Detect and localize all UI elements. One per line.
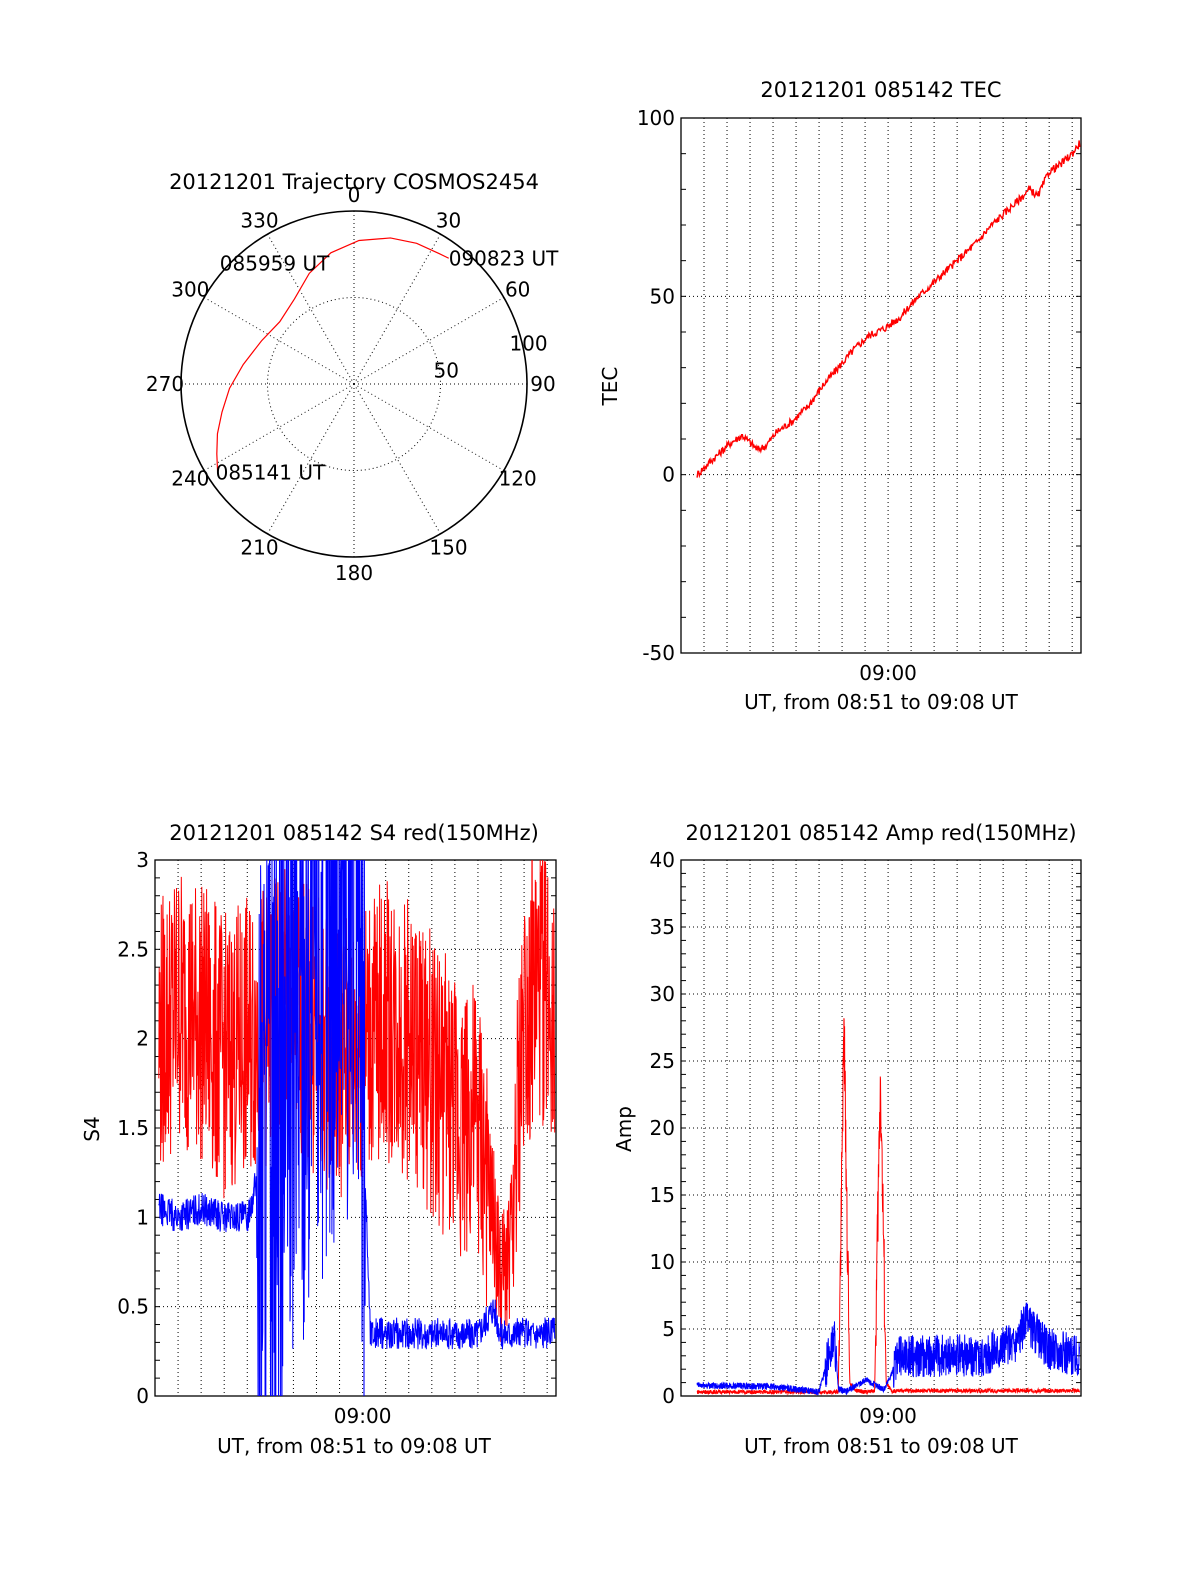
polar-spoke <box>203 383 355 471</box>
trajectory-time-label: 090823 UT <box>449 246 559 270</box>
y-tick-label: 50 <box>650 284 675 308</box>
series-line-red <box>696 1018 1081 1396</box>
tec-marks <box>696 140 1081 479</box>
azimuth-tick-label: 0 <box>348 183 361 207</box>
y-tick-label: 15 <box>650 1183 675 1207</box>
y-tick-label: 2.5 <box>117 937 149 961</box>
trajectory-time-label: 085141 UT <box>216 461 326 485</box>
azimuth-tick-label: 150 <box>429 536 467 560</box>
y-tick-label: 1.5 <box>117 1116 149 1140</box>
azimuth-tick-label: 300 <box>171 278 209 302</box>
azimuth-tick-label: 120 <box>499 467 537 491</box>
azimuth-tick-label: 330 <box>240 208 278 232</box>
azimuth-tick-label: 240 <box>171 467 209 491</box>
amp-x-axis-label: UT, from 08:51 to 09:08 UT <box>744 1434 1019 1458</box>
polar-marks: 085141 UT 085959 UT 090823 UT <box>216 237 559 485</box>
plot-frame <box>154 859 557 1397</box>
tec-x-axis-label: UT, from 08:51 to 09:08 UT <box>744 690 1019 714</box>
s4-marks <box>158 860 556 1396</box>
amp-title: 20121201 085142 Amp red(150MHz) <box>685 821 1076 845</box>
polar-grid: 0 30 60 90 120 150 180 210 240 270 300 330 50 100 <box>146 183 556 585</box>
azimuth-tick-label: 60 <box>505 278 530 302</box>
tec-title: 20121201 085142 TEC <box>760 78 1001 102</box>
x-tick-label: 09:00 <box>859 661 917 685</box>
polar-spoke <box>267 233 355 385</box>
y-tick-label: 3 <box>136 848 149 872</box>
azimuth-tick-label: 210 <box>240 536 278 560</box>
trajectory-line <box>216 237 450 473</box>
y-tick-label: 2 <box>136 1027 149 1051</box>
azimuth-tick-label: 90 <box>530 372 555 396</box>
trajectory-polar-plot: 20121201 Trajectory COSMOS2454 0 30 60 90 12… <box>146 170 559 585</box>
x-tick-label: 09:00 <box>859 1404 917 1428</box>
polar-spoke <box>353 297 505 385</box>
polar-spoke <box>203 297 355 385</box>
amp-marks <box>696 1018 1081 1396</box>
plot-frame <box>680 117 1082 654</box>
azimuth-tick-label: 30 <box>436 208 461 232</box>
y-tick-label: 30 <box>650 982 675 1006</box>
amp-y-axis-label: Amp <box>612 1106 636 1152</box>
y-tick-label: 35 <box>650 915 675 939</box>
y-tick-label: 40 <box>650 848 675 872</box>
amp-grid: 0 5 10 15 20 25 30 35 40 09:00 <box>650 848 1082 1428</box>
trajectory-time-label: 085959 UT <box>220 252 330 276</box>
s4-line-chart: 20121201 085142 S4 red(150MHz) UT, from … <box>80 821 557 1458</box>
y-tick-label: 100 <box>637 106 675 130</box>
azimuth-tick-label: 270 <box>146 372 184 396</box>
azimuth-tick-label: 180 <box>335 561 373 585</box>
tec-grid: -50 0 50 100 09:00 <box>637 106 1082 685</box>
y-tick-label: 10 <box>650 1250 675 1274</box>
polar-ring-50 <box>267 297 441 471</box>
y-tick-label: 20 <box>650 1116 675 1140</box>
s4-title: 20121201 085142 S4 red(150MHz) <box>169 821 539 845</box>
polar-spoke <box>353 383 441 535</box>
series-line-blue <box>158 860 556 1396</box>
series-line-blue <box>696 1302 1081 1396</box>
y-tick-label: 0 <box>662 1384 675 1408</box>
plot-frame <box>680 859 1082 1397</box>
amp-line-chart: 20121201 085142 Amp red(150MHz) UT, from… <box>612 821 1082 1458</box>
tec-line-chart: 20121201 085142 TEC UT, from 08:51 to 09… <box>598 78 1082 714</box>
x-tick-label: 09:00 <box>334 1404 392 1428</box>
polar-spoke <box>353 233 441 385</box>
polar-spoke <box>353 383 505 471</box>
polar-spoke <box>267 383 355 535</box>
s4-y-axis-label: S4 <box>80 1116 104 1141</box>
y-tick-label: 1 <box>136 1205 149 1229</box>
radial-tick-label: 100 <box>509 332 547 356</box>
s4-x-axis-label: UT, from 08:51 to 09:08 UT <box>217 1434 492 1458</box>
y-tick-label: -50 <box>642 641 675 665</box>
radial-tick-label: 50 <box>434 358 459 382</box>
y-tick-label: 0 <box>136 1384 149 1408</box>
y-tick-label: 5 <box>662 1317 675 1341</box>
y-tick-label: 0.5 <box>117 1295 149 1319</box>
series-line-red <box>696 140 1081 479</box>
trajectory-title: 20121201 Trajectory COSMOS2454 <box>169 170 539 194</box>
y-tick-label: 0 <box>662 463 675 487</box>
tec-y-axis-label: TEC <box>598 367 622 407</box>
y-tick-label: 25 <box>650 1049 675 1073</box>
